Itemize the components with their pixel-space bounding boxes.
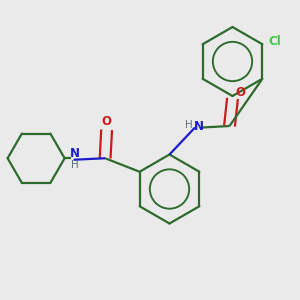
Text: O: O [235, 86, 245, 100]
Text: N: N [70, 147, 80, 160]
Text: N: N [194, 120, 204, 133]
Text: H: H [184, 120, 192, 130]
Text: O: O [102, 115, 112, 128]
Text: H: H [71, 160, 79, 170]
Text: Cl: Cl [268, 35, 281, 48]
